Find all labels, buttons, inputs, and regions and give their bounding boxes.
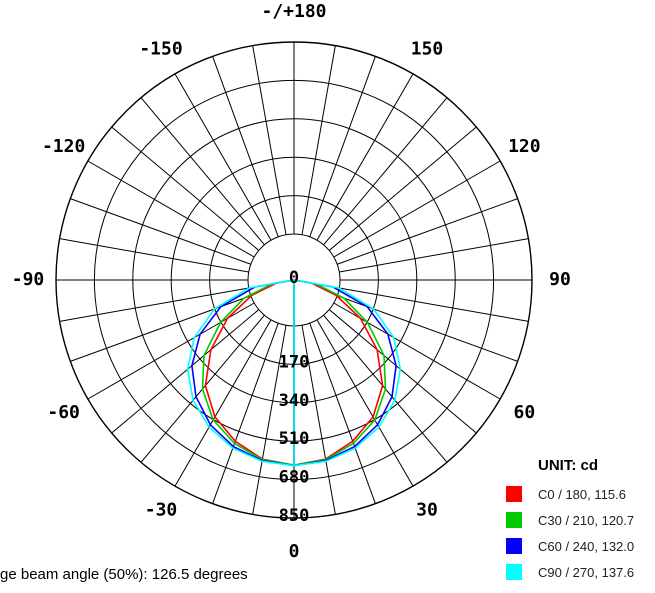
grid-spoke [212,323,279,504]
grid-spoke [111,309,260,434]
luminous-curves [186,279,402,467]
grid-spoke [59,238,249,273]
grid-spoke [328,126,477,251]
grid-spoke [316,73,414,241]
radial-tick-label: 680 [279,468,310,488]
grid-spoke [252,45,287,235]
grid-spoke [111,126,260,251]
legend: UNIT: cd C0 / 180, 115.6 C30 / 210, 120.7… [506,457,634,585]
grid-spoke [140,97,265,246]
grid-spoke [59,287,249,322]
grid-spoke [339,238,529,273]
grid-spoke [316,319,414,487]
angle-label: 60 [514,402,536,423]
legend-label: C0 / 180, 115.6 [538,486,626,502]
grid-spoke [337,198,518,265]
grid-ring [55,41,533,519]
grid-spoke [309,56,376,237]
grid-spoke [309,323,376,504]
grid-spoke [301,45,336,235]
legend-label: C60 / 240, 132.0 [538,538,635,554]
radial-labels: 0 170 340 510 680 850 [279,268,310,526]
grid-spoke [174,73,272,241]
grid-spoke [87,160,255,258]
grid-spoke [252,325,287,515]
angle-label: -/+180 [261,1,326,22]
legend-items: C0 / 180, 115.6 C30 / 210, 120.7 C60 / 240… [506,481,634,585]
angle-label: 30 [416,499,438,520]
legend-item: C60 / 240, 132.0 [506,533,634,559]
grid-spoke [323,97,448,246]
radial-tick-label: 340 [279,391,310,411]
angle-label: -120 [42,136,85,157]
unit-label: UNIT: cd [538,457,598,474]
angle-label: 0 [289,541,300,562]
beam-angle-text: ge beam angle (50%): 126.5 degrees [0,566,248,583]
grid-spoke [339,287,529,322]
legend-swatch [506,564,522,580]
grid-spoke [328,309,477,434]
grid-ring [93,79,495,481]
legend-item: C30 / 210, 120.7 [506,507,634,533]
legend-swatch [506,512,522,528]
grid-spoke [70,198,251,265]
angle-label: -90 [12,269,45,290]
grid-spoke [174,319,272,487]
legend-item: C90 / 270, 137.6 [506,559,634,585]
angle-label: -150 [139,39,182,60]
polar-grid [55,41,533,519]
legend-label: C90 / 270, 137.6 [538,564,635,580]
radial-tick-label: 170 [279,352,310,372]
radial-tick-label: 510 [279,429,310,449]
angle-label: -60 [47,402,80,423]
radial-tick-label: 850 [279,506,310,526]
radial-tick-label: 0 [289,268,299,288]
curve-series-3 [186,279,402,467]
legend-label: C30 / 210, 120.7 [538,512,635,528]
angle-label: 150 [411,39,444,60]
angle-label: -30 [145,499,178,520]
legend-item: C0 / 180, 115.6 [506,481,634,507]
angle-labels: -/+180 150 120 90 60 30 0 -30 -60 -90 -120 -150 [12,1,571,562]
legend-swatch [506,538,522,554]
grid-spoke [301,325,336,515]
grid-spoke [333,160,501,258]
angle-label: 120 [508,136,541,157]
grid-spoke [212,56,279,237]
legend-swatch [506,486,522,502]
angle-label: 90 [549,269,571,290]
